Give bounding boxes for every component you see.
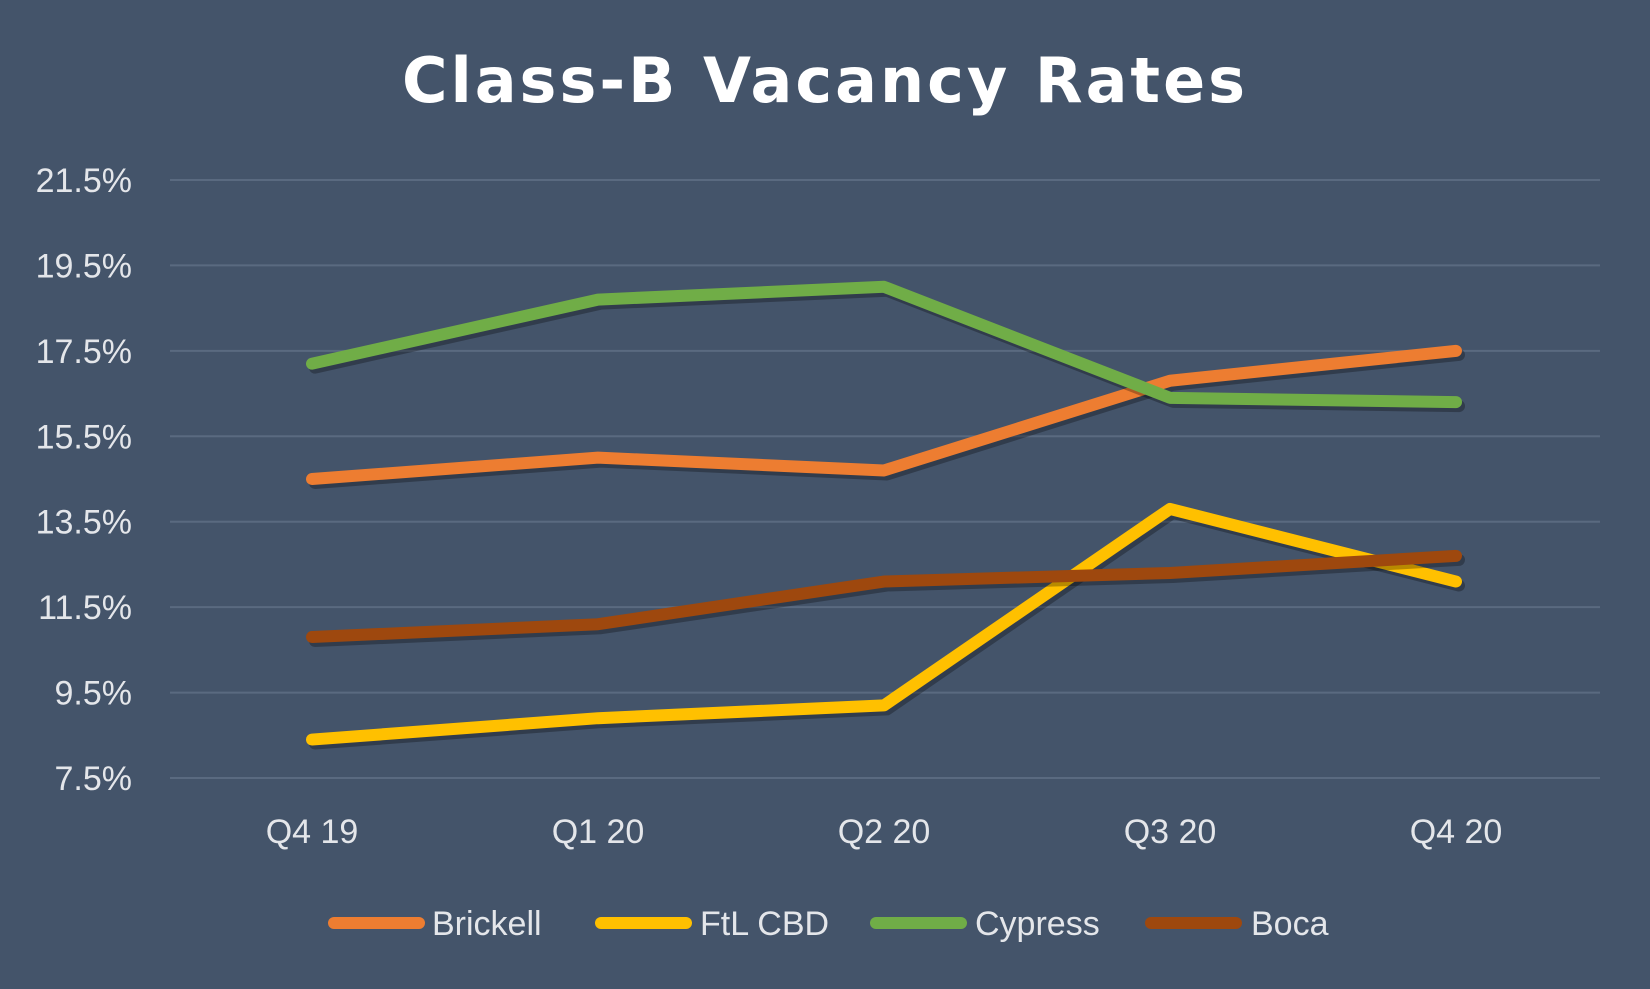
y-tick-label: 7.5% — [55, 760, 133, 798]
y-tick-label: 19.5% — [36, 247, 132, 285]
chart-title: Class-B Vacancy Rates — [402, 44, 1248, 117]
legend: Brickell FtL CBD Cypress Boca — [328, 905, 1329, 943]
x-tick-label: Q2 20 — [838, 813, 931, 851]
y-tick-label: 11.5% — [38, 589, 132, 627]
x-tick-label: Q1 20 — [552, 813, 645, 851]
series-line-boca — [306, 549, 1462, 644]
legend-label: Brickell — [432, 905, 542, 943]
legend-label: FtL CBD — [700, 905, 829, 943]
legend-label: Cypress — [975, 905, 1100, 943]
x-axis-ticks: Q4 19 Q1 20 Q2 20 Q3 20 Q4 20 — [266, 813, 1503, 851]
x-tick-label: Q4 20 — [1410, 813, 1503, 851]
y-tick-label: 13.5% — [36, 504, 132, 542]
y-tick-label: 9.5% — [55, 675, 133, 713]
series-line-brickell — [306, 344, 1462, 485]
x-tick-label: Q4 19 — [266, 813, 359, 851]
legend-label: Boca — [1251, 905, 1329, 943]
y-tick-label: 21.5% — [36, 162, 132, 200]
y-tick-label: 15.5% — [36, 418, 132, 456]
series-line-cypress — [306, 280, 1462, 409]
series-line-ftl-cbd — [306, 502, 1462, 746]
series-shadow — [309, 284, 1465, 413]
series-lines — [306, 280, 1465, 750]
x-tick-label: Q3 20 — [1124, 813, 1217, 851]
gridlines — [170, 179, 1600, 779]
y-axis-ticks: 21.5% 19.5% 17.5% 15.5% 13.5% 11.5% 9.5% 7.5% — [36, 162, 132, 798]
y-tick-label: 17.5% — [36, 333, 132, 371]
